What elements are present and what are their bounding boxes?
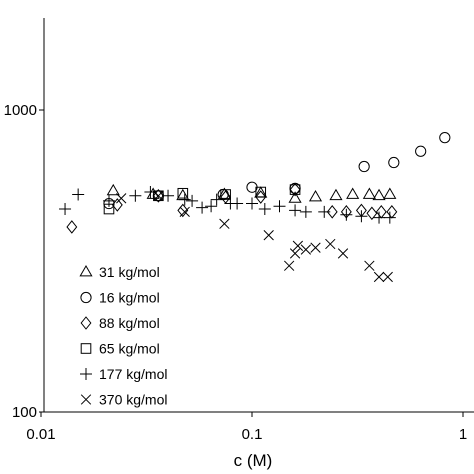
series-plus xyxy=(59,186,396,224)
data-point-plus xyxy=(196,201,209,214)
data-point-circle xyxy=(439,132,451,144)
data-point-triangle xyxy=(383,187,397,199)
legend-marker-circle xyxy=(80,291,92,304)
data-point-plus xyxy=(340,208,353,221)
data-point-plus xyxy=(299,205,312,218)
data-point-triangle xyxy=(346,187,360,199)
data-point-square xyxy=(255,186,267,198)
y-tick-label: 100 xyxy=(12,404,37,421)
data-point-square xyxy=(289,184,301,195)
data-point-triangle xyxy=(308,190,323,202)
data-point-square xyxy=(220,189,231,200)
data-point-x xyxy=(300,244,312,255)
legend-marker-triangle xyxy=(79,264,93,277)
data-point-x xyxy=(292,240,304,251)
legend-marker-square xyxy=(80,343,92,354)
data-point-plus xyxy=(102,194,115,207)
data-point-x xyxy=(364,260,375,271)
legend-marker-x xyxy=(80,394,92,405)
plot-frame xyxy=(43,18,474,413)
data-point-diamond xyxy=(326,205,338,219)
data-point-plus xyxy=(162,189,175,202)
data-point-diamond xyxy=(289,182,301,197)
data-point-x xyxy=(382,271,393,283)
data-point-plus xyxy=(231,197,244,210)
data-point-diamond xyxy=(375,205,387,219)
data-point-plus xyxy=(258,203,271,216)
data-point-diamond xyxy=(366,206,378,221)
data-point-x xyxy=(337,248,349,259)
data-point-plus xyxy=(289,204,302,217)
x-tick-label: 0.1 xyxy=(242,426,263,443)
data-point-plus xyxy=(186,194,199,207)
series-circle xyxy=(103,132,451,210)
data-point-plus xyxy=(383,211,396,224)
data-point-plus xyxy=(129,189,142,202)
data-point-diamond xyxy=(386,205,398,219)
data-point-diamond xyxy=(152,188,164,203)
data-point-triangle xyxy=(372,188,386,201)
data-point-diamond xyxy=(66,220,78,234)
data-point-circle xyxy=(415,145,427,157)
data-point-plus xyxy=(246,197,258,210)
y-tick-label: 1000 xyxy=(4,102,37,119)
data-point-plus xyxy=(210,193,223,206)
data-point-x xyxy=(219,218,230,229)
axis-ticks: 0.01 0.1 1 100 1000 xyxy=(4,102,468,443)
data-point-triangle xyxy=(329,188,343,201)
data-point-circle xyxy=(358,160,370,173)
data-point-x xyxy=(116,193,127,204)
data-point-x xyxy=(325,238,336,250)
legend-label: 177 kg/mol xyxy=(99,366,167,382)
data-point-diamond xyxy=(255,190,267,204)
data-point-x xyxy=(289,248,301,259)
data-point-triangle xyxy=(362,187,376,199)
data-point-plus xyxy=(72,188,85,201)
data-point-square xyxy=(177,187,189,199)
legend-label: 31 kg/mol xyxy=(99,264,160,280)
data-point-plus xyxy=(373,211,386,224)
x-tick-label: 1 xyxy=(459,426,467,443)
data-point-triangle xyxy=(288,191,302,203)
series-x xyxy=(116,190,393,283)
series-square xyxy=(103,184,301,215)
data-point-diamond xyxy=(220,190,232,204)
data-points xyxy=(59,132,451,283)
data-point-x xyxy=(310,242,321,253)
data-point-x xyxy=(153,190,164,201)
legend-label: 65 kg/mol xyxy=(99,341,160,357)
series-triangle xyxy=(106,183,397,203)
data-point-diamond xyxy=(111,198,123,212)
data-point-x xyxy=(179,206,190,218)
data-point-plus xyxy=(205,200,218,213)
legend-label: 88 kg/mol xyxy=(99,315,160,331)
series-diamond xyxy=(66,182,398,234)
legend: 31 kg/mol 16 kg/mol 88 kg/mol 65 kg/mol 177 … xyxy=(79,264,167,408)
data-point-diamond xyxy=(177,203,189,218)
legend-marker-plus xyxy=(80,368,92,380)
data-point-x xyxy=(284,260,295,271)
data-point-plus xyxy=(355,210,368,223)
legend-label: 370 kg/mol xyxy=(99,392,167,408)
data-point-plus xyxy=(59,203,72,216)
x-axis-label: c (M) xyxy=(234,451,273,470)
x-tick-label: 0.01 xyxy=(26,426,55,443)
data-point-x xyxy=(263,230,274,241)
data-point-plus xyxy=(273,200,286,213)
data-point-circle xyxy=(388,156,400,169)
legend-label: 16 kg/mol xyxy=(99,290,160,306)
data-point-x xyxy=(373,271,385,283)
data-point-plus xyxy=(178,193,191,206)
data-point-triangle xyxy=(106,183,120,196)
data-point-plus xyxy=(318,205,331,218)
legend-marker-diamond xyxy=(80,316,92,330)
